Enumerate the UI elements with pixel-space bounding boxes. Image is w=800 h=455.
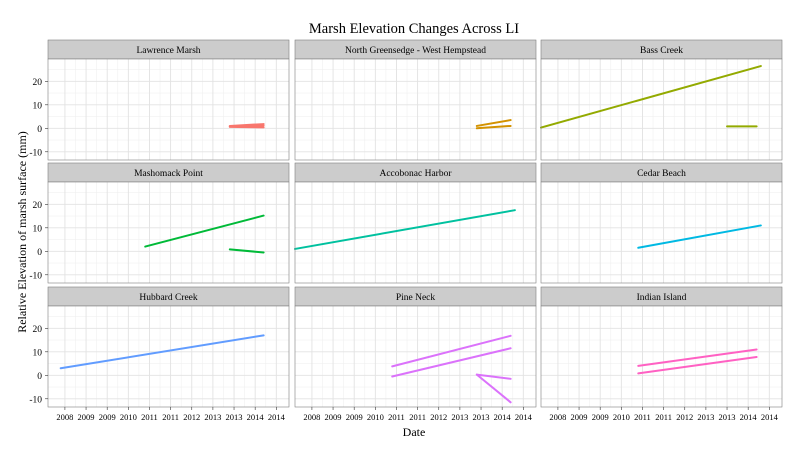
facet-panel: Lawrence Marsh -10 0 10 20 — [29, 40, 289, 160]
y-tick-label: 20 — [33, 325, 43, 335]
x-tick-label: 2013 — [473, 412, 490, 422]
x-tick-label: 2009 — [592, 412, 609, 422]
x-tick-label: 2011 — [388, 412, 405, 422]
x-tick-label: 2014 — [761, 412, 779, 422]
x-tick-label: 2012 — [183, 412, 200, 422]
x-tick-label: 2014 — [515, 412, 533, 422]
plot-area — [295, 182, 536, 283]
y-tick-label: 10 — [33, 101, 43, 111]
facet-panel: Cedar Beach — [541, 163, 782, 283]
x-tick-label: 2009 — [99, 412, 116, 422]
y-tick-label: -10 — [29, 395, 42, 405]
facet-strip-label: Bass Creek — [640, 46, 683, 56]
plot-area — [48, 59, 289, 160]
x-tick-label: 2011 — [409, 412, 426, 422]
facet-strip-label: Cedar Beach — [637, 169, 686, 179]
plot-area — [541, 182, 782, 283]
x-tick-label: 2008 — [303, 412, 320, 422]
x-tick-label: 2014 — [740, 412, 758, 422]
facet-panel: Pine Neck 2008 2009 2009 2010 2011 2011 2012 201… — [295, 287, 536, 422]
y-tick-label: 0 — [37, 372, 42, 382]
chart-title: Marsh Elevation Changes Across LI — [309, 21, 519, 37]
x-tick-label: 2008 — [56, 412, 73, 422]
facet-strip-label: Hubbard Creek — [139, 293, 198, 303]
facet-strip-label: Lawrence Marsh — [136, 46, 200, 56]
x-tick-label: 2011 — [634, 412, 651, 422]
plot-area — [295, 59, 536, 160]
y-axis-label: Relative Elevation of marsh surface (mm) — [15, 131, 29, 333]
x-tick-label: 2009 — [571, 412, 588, 422]
plot-area — [48, 306, 289, 407]
x-tick-label: 2013 — [451, 412, 468, 422]
x-tick-label: 2009 — [78, 412, 95, 422]
plot-area — [48, 182, 289, 283]
x-tick-label: 2009 — [346, 412, 363, 422]
x-tick-label: 2014 — [268, 412, 286, 422]
x-tick-label: 2014 — [247, 412, 265, 422]
x-tick-label: 2010 — [120, 412, 137, 422]
facet-strip-label: Indian Island — [637, 293, 687, 303]
y-tick-label: 20 — [33, 201, 43, 211]
facet-strip-label: Pine Neck — [396, 293, 436, 303]
y-tick-label: 10 — [33, 224, 43, 234]
x-tick-label: 2013 — [697, 412, 714, 422]
x-tick-label: 2012 — [676, 412, 693, 422]
x-tick-label: 2011 — [162, 412, 179, 422]
plot-area — [295, 306, 536, 407]
y-tick-label: 0 — [37, 248, 42, 258]
y-tick-label: 20 — [33, 78, 43, 88]
x-axis-label: Date — [403, 425, 426, 439]
facet-strip-label: Accobonac Harbor — [379, 169, 452, 179]
x-tick-label: 2011 — [655, 412, 672, 422]
x-tick-label: 2008 — [549, 412, 566, 422]
facet-panel: Accobonac Harbor — [295, 163, 536, 283]
y-tick-label: 10 — [33, 348, 43, 358]
facet-strip-label: North Greensedge - West Hempstead — [345, 46, 486, 56]
y-tick-label: -10 — [29, 271, 42, 281]
facet-panel: Mashomack Point -10 0 10 20 — [29, 163, 289, 283]
plot-area — [541, 59, 782, 160]
plot-area — [541, 306, 782, 407]
x-tick-label: 2013 — [204, 412, 221, 422]
facet-panel: Hubbard Creek -10 0 10 20 2008 2009 2009 2010 201… — [29, 287, 289, 422]
x-tick-label: 2009 — [325, 412, 342, 422]
x-tick-label: 2012 — [430, 412, 447, 422]
facet-panel: Indian Island 2008 2009 2009 2010 2011 2011 201… — [541, 287, 782, 422]
x-tick-label: 2010 — [367, 412, 384, 422]
facet-strip-label: Mashomack Point — [134, 169, 203, 179]
facet-panel: North Greensedge - West Hempstead — [295, 40, 536, 160]
y-tick-label: 0 — [37, 125, 42, 135]
x-tick-label: 2014 — [494, 412, 512, 422]
x-tick-label: 2013 — [719, 412, 736, 422]
facet-panel: Bass Creek — [541, 40, 782, 160]
x-tick-label: 2010 — [613, 412, 630, 422]
x-tick-label: 2011 — [141, 412, 158, 422]
x-tick-label: 2013 — [226, 412, 243, 422]
y-tick-label: -10 — [29, 148, 42, 158]
series-line — [230, 125, 264, 126]
facet-panels: Lawrence Marsh -10 0 10 20 North Greensedge -… — [29, 40, 782, 422]
